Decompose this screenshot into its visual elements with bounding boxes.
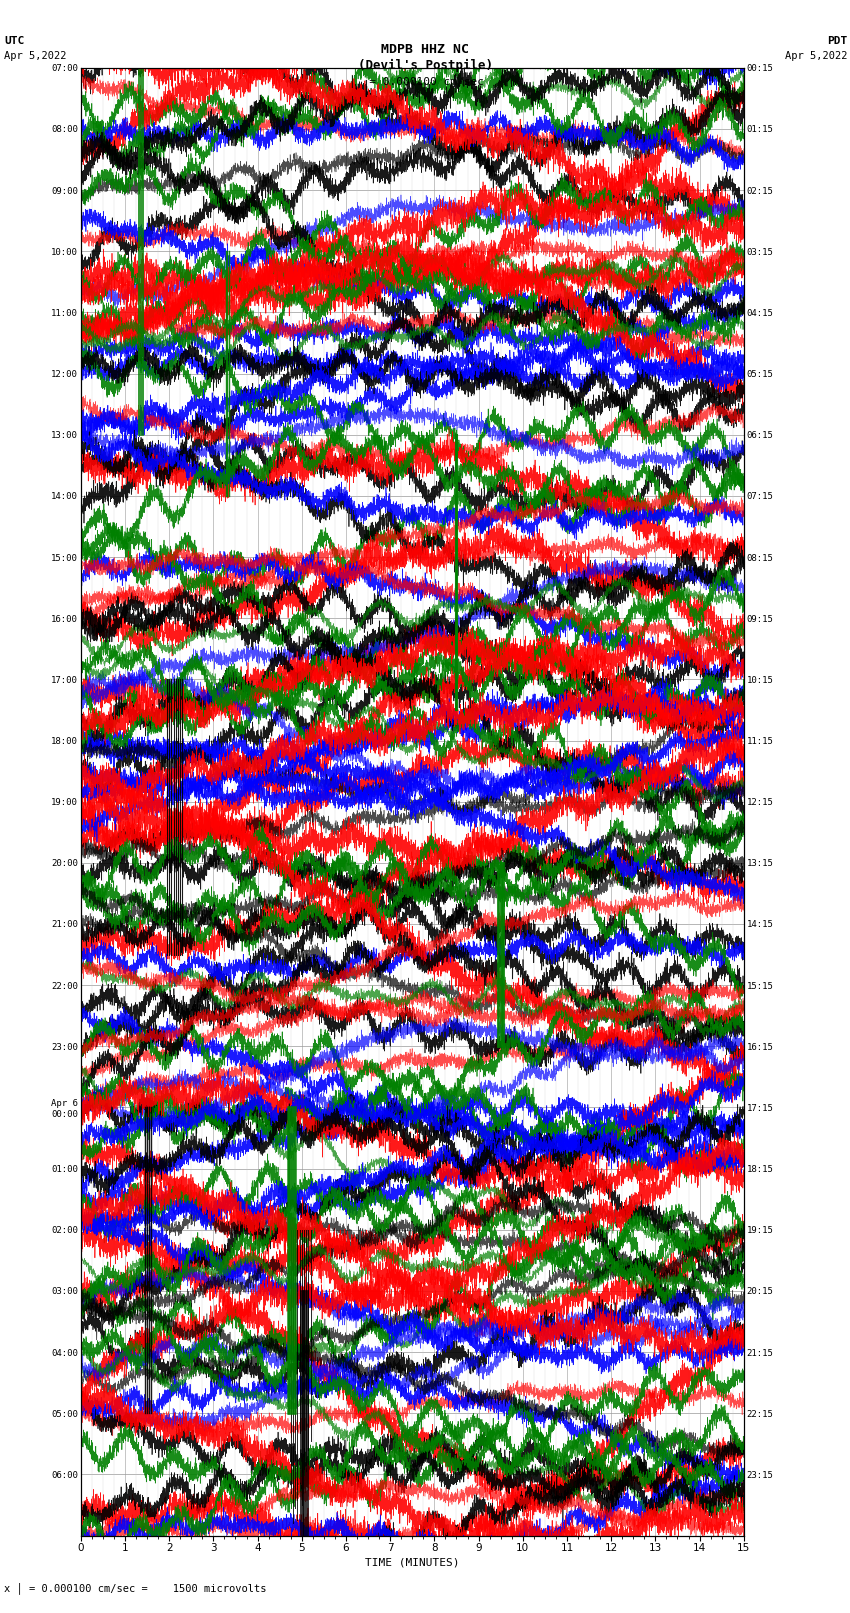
Text: UTC: UTC: [4, 37, 25, 47]
Text: (Devil's Postpile): (Devil's Postpile): [358, 58, 492, 73]
X-axis label: TIME (MINUTES): TIME (MINUTES): [365, 1558, 460, 1568]
Text: Apr 5,2022: Apr 5,2022: [785, 50, 847, 61]
Text: Apr 5,2022: Apr 5,2022: [4, 50, 67, 61]
Text: PDT: PDT: [827, 37, 847, 47]
Text: │  = 0.000100 cm/sec: │ = 0.000100 cm/sec: [349, 76, 484, 89]
Text: MDPB HHZ NC: MDPB HHZ NC: [381, 44, 469, 56]
Text: x │ = 0.000100 cm/sec =    1500 microvolts: x │ = 0.000100 cm/sec = 1500 microvolts: [4, 1582, 267, 1594]
